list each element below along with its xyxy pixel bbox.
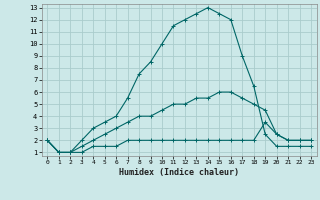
X-axis label: Humidex (Indice chaleur): Humidex (Indice chaleur): [119, 168, 239, 177]
